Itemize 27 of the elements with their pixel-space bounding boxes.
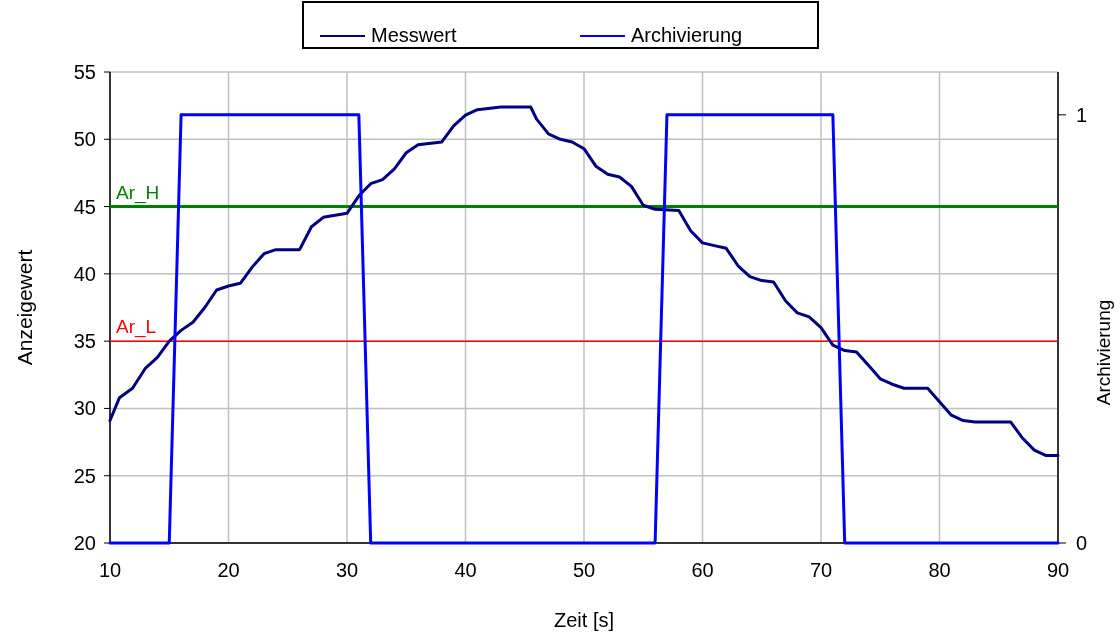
x-tick-label: 20 xyxy=(217,559,240,581)
y-tick-label: 30 xyxy=(73,397,96,420)
x-tick-label: 50 xyxy=(572,559,596,581)
y-tick-label: 50 xyxy=(73,128,96,151)
x-tick-label: 40 xyxy=(454,559,477,581)
y-tick-label: 40 xyxy=(73,262,96,285)
ref-line-label: Ar_H xyxy=(116,181,160,204)
y-tick-label: 35 xyxy=(73,330,96,353)
x-tick-label: 60 xyxy=(691,559,714,581)
y2-tick-label: 0 xyxy=(1076,532,1088,554)
x-tick-label: 80 xyxy=(928,559,951,581)
x-axis-title: Zeit [s] xyxy=(553,609,615,631)
y2-axis-title: Archivierung xyxy=(1093,299,1114,406)
x-tick-label: 90 xyxy=(1046,559,1070,581)
legend-label: Messwert xyxy=(371,24,458,46)
legend-label: Archivierung xyxy=(631,24,743,46)
x-tick-label: 30 xyxy=(335,559,359,581)
x-tick-label: 10 xyxy=(98,559,122,581)
y2-tick-label: 1 xyxy=(1076,103,1088,126)
y-tick-label: 20 xyxy=(73,532,96,554)
y-tick-label: 25 xyxy=(73,464,96,487)
ref-line-label: Ar_L xyxy=(116,316,157,339)
y-axis-title: Anzeigewert xyxy=(13,249,36,366)
x-tick-label: 70 xyxy=(809,559,833,581)
y-tick-label: 45 xyxy=(73,195,96,218)
line-series xyxy=(108,105,1060,458)
y-tick-label: 55 xyxy=(73,61,96,83)
